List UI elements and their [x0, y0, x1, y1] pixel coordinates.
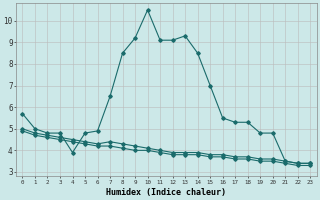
X-axis label: Humidex (Indice chaleur): Humidex (Indice chaleur)	[106, 188, 226, 197]
